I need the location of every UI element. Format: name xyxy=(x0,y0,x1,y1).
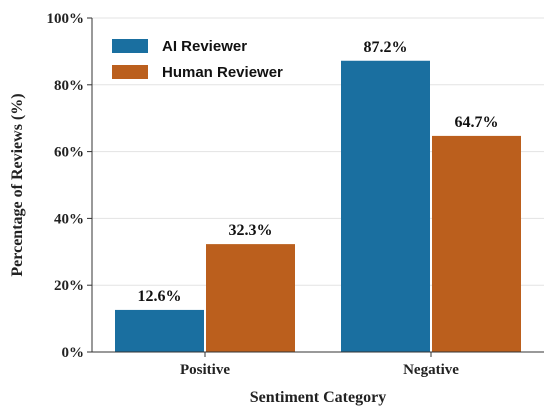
bar-ai-reviewer-negative xyxy=(341,60,430,352)
y-tick-label: 0% xyxy=(62,345,85,361)
legend-entry: AI Reviewer xyxy=(162,38,247,55)
bar-human-reviewer-positive xyxy=(206,244,295,352)
x-tick-label: Negative xyxy=(403,362,459,378)
legend: AI Reviewer Human Reviewer xyxy=(112,38,283,81)
y-axis-ticks: 0% 20% 40% 60% 80% 100% xyxy=(47,11,92,361)
y-axis-label: Percentage of Reviews (%) xyxy=(9,93,26,276)
bar-ai-reviewer-positive xyxy=(115,309,204,352)
bar-human-reviewer-negative xyxy=(432,135,521,352)
y-tick-label: 20% xyxy=(54,278,84,294)
x-axis-ticks: Positive Negative xyxy=(180,352,459,378)
data-label: 12.6% xyxy=(138,288,182,305)
x-axis-label: Sentiment Category xyxy=(250,389,386,406)
y-tick-label: 60% xyxy=(54,145,84,161)
y-tick-label: 40% xyxy=(54,211,84,227)
legend-swatch xyxy=(112,65,148,79)
bars xyxy=(115,60,521,352)
legend-entry: Human Reviewer xyxy=(162,64,283,81)
x-tick-label: Positive xyxy=(180,362,230,378)
data-label: 87.2% xyxy=(364,39,408,56)
y-tick-label: 80% xyxy=(54,78,84,94)
data-label: 64.7% xyxy=(455,114,499,131)
y-tick-label: 100% xyxy=(47,11,85,27)
data-label: 32.3% xyxy=(229,222,273,239)
data-labels: 12.6% 32.3% 87.2% 64.7% xyxy=(138,39,499,305)
legend-swatch xyxy=(112,39,148,53)
